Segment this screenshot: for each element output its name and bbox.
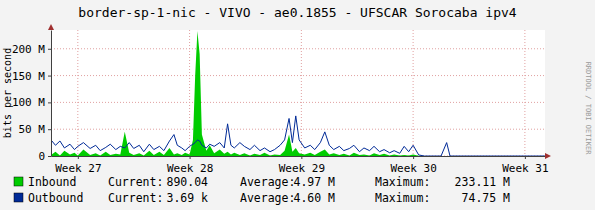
x-tick-mark (525, 156, 526, 159)
legend-stat-value: 3.69 k (166, 191, 208, 205)
legend-stat-value: 4.97 M (293, 175, 335, 189)
plot-background (51, 30, 545, 156)
x-tick-label: Week 29 (279, 162, 325, 175)
y-axis-arrow (48, 24, 54, 30)
grid-line-x (413, 30, 414, 156)
legend-stat-label: Average: (240, 191, 295, 205)
y-tick-label: 200 M (12, 43, 45, 56)
y-tick: 200 M (12, 43, 51, 56)
legend-label: Outbound (28, 191, 83, 205)
legend-stat-value: 4.60 M (293, 191, 335, 205)
legend-stat-label: Maximum: (375, 191, 430, 205)
y-label: bits per second (2, 48, 13, 138)
grid-line-y (51, 102, 545, 103)
x-axis: Week 27 Week 28 Week 29 Week 30 Week 31 (52, 156, 549, 175)
title: border-sp-1-nic - VIVO - ae0.1855 - UFSC… (78, 5, 516, 20)
y-tick-label: 100 M (12, 96, 45, 109)
y-axis-line (51, 31, 52, 157)
x-tick-label: Week 27 (55, 162, 101, 175)
legend-stat-label: Maximum: (375, 175, 430, 189)
y-tick: 50 M (19, 123, 52, 136)
x-tick-mark (78, 156, 79, 159)
y-tick-mark (48, 129, 51, 130)
legend-stat-value: 233.11 M (455, 175, 510, 189)
x-tick: Week 31 (502, 156, 548, 175)
legend-swatch (14, 177, 23, 186)
x-tick-label: Week 31 (502, 162, 548, 175)
grid-line-y (51, 48, 545, 49)
grid-line-y (51, 75, 545, 76)
legend-label: Inbound (28, 175, 76, 189)
y-tick-label: 50 M (19, 123, 46, 136)
y-tick-mark (48, 156, 51, 157)
legend-stat-label: Current: (108, 191, 163, 205)
y-tick-mark (48, 76, 51, 77)
x-tick: Week 27 (55, 156, 101, 175)
y-axis: 0 50 M 100 M 150 M 200 M (12, 31, 52, 164)
x-axis-arrow (545, 153, 551, 159)
y-tick: 150 M (12, 70, 51, 83)
x-tick: Week 28 (167, 156, 213, 175)
x-tick-mark (413, 156, 414, 159)
y-tick: 0 (38, 150, 51, 163)
grid (51, 30, 545, 156)
legend-stat-value: 74.75 M (462, 191, 511, 205)
legend-stat-value: 890.04 (166, 175, 208, 189)
x-tick-mark (301, 156, 302, 159)
legend-stat-label: Average: (240, 175, 295, 189)
y-tick-label: 150 M (12, 70, 45, 83)
x-tick: Week 30 (390, 156, 436, 175)
outbound-line (51, 116, 545, 156)
legend-swatch (14, 193, 23, 202)
y-tick-mark (48, 49, 51, 50)
x-tick-mark (190, 156, 191, 159)
legend-stat-label: Current: (108, 175, 163, 189)
chart: Week 27 Week 28 Week 29 Week 30 Week 31 0 50 M… (0, 0, 595, 210)
y-tick: 100 M (12, 96, 51, 109)
watermark: RRDTOOL / TOBI OETIKER (584, 62, 592, 156)
background (0, 0, 595, 210)
x-tick: Week 29 (279, 156, 325, 175)
x-tick-label: Week 30 (390, 162, 436, 175)
legend: InboundCurrent:890.04Average:4.97 MMaxim… (14, 175, 510, 205)
x-tick-label: Week 28 (167, 162, 213, 175)
y-tick-mark (48, 102, 51, 103)
series-group (51, 31, 545, 156)
inbound-area (51, 31, 545, 156)
y-tick-label: 0 (38, 150, 45, 163)
grid-line-x (301, 30, 302, 156)
x-axis-line (52, 156, 546, 157)
